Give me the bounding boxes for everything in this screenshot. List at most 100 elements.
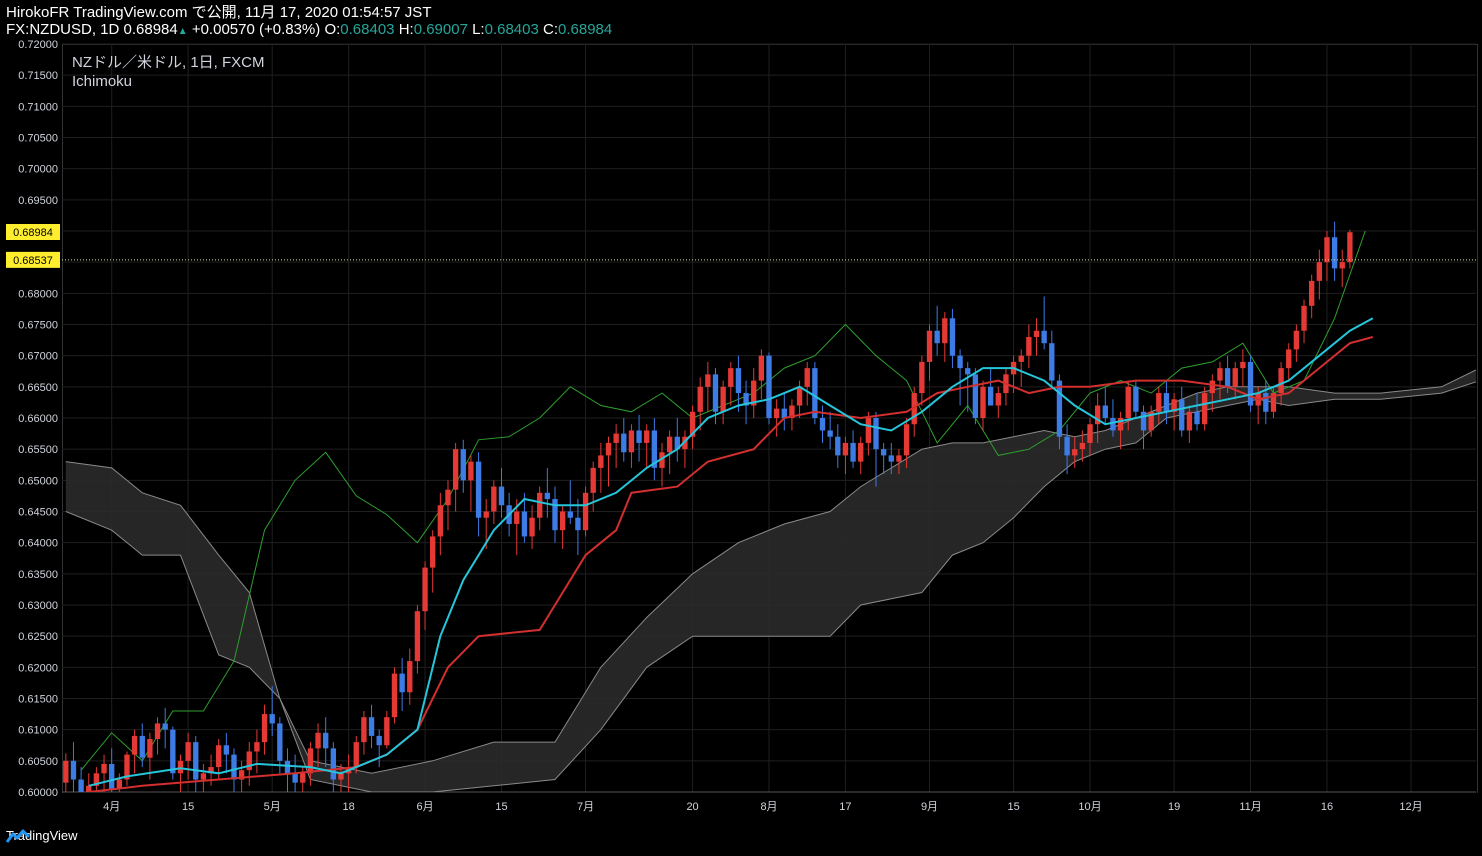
candle-body [323, 732, 329, 749]
candle-body [651, 430, 658, 468]
candle-body [575, 517, 581, 531]
candle-body [880, 449, 887, 456]
x-tick-label: 7月 [577, 801, 594, 813]
y-tick-label: 0.66500 [18, 382, 58, 394]
y-tick-label: 0.60000 [18, 787, 58, 799]
candle-body [483, 511, 489, 518]
ichimoku-cloud [65, 369, 1476, 792]
candle-body [384, 717, 390, 746]
candle-body [1316, 262, 1322, 281]
candle-body [796, 386, 803, 406]
y-tick-label: 0.62000 [18, 662, 58, 674]
candle-body [93, 773, 100, 786]
candle-body [1163, 393, 1170, 412]
candle-body [475, 461, 482, 518]
candle-body [1270, 393, 1277, 412]
price-label-box [6, 251, 60, 268]
candle-body [216, 745, 222, 768]
candle-body [1056, 380, 1063, 437]
x-tick-label: 10月 [1078, 801, 1101, 813]
symbol-title: NZドル／米ドル, 1日, FXCM [72, 54, 265, 71]
x-tick-label: 15 [182, 801, 194, 813]
candle-body [949, 318, 956, 356]
indicator-name[interactable]: Ichimoku [72, 73, 133, 90]
candle-body [1286, 349, 1292, 369]
candle-body [842, 442, 849, 456]
candle-body [430, 536, 436, 568]
candle-body [514, 511, 520, 524]
open-label: O: [324, 21, 341, 38]
candle-body [124, 754, 130, 780]
candle-body [307, 748, 314, 774]
x-tick-label: 6月 [416, 801, 433, 813]
candle-body [827, 430, 833, 437]
y-tick-label: 0.64000 [18, 538, 58, 550]
last-price: 0.68984 [123, 21, 178, 38]
candle-body [399, 673, 405, 693]
candle-body [812, 368, 818, 418]
candle-body [254, 742, 260, 752]
candle-body [919, 361, 925, 394]
x-tick-label: 20 [686, 801, 698, 813]
candle-body [330, 748, 337, 780]
candle-body [284, 760, 291, 774]
candle-body [567, 511, 573, 518]
candle-body [911, 393, 917, 425]
candle-body [231, 754, 237, 780]
candle-body [529, 517, 535, 537]
candle-body [644, 430, 650, 443]
candle-body [1125, 386, 1131, 418]
candle-body [1110, 418, 1116, 431]
candle-body [1049, 343, 1055, 381]
candle-body [414, 611, 421, 662]
y-tick-label: 0.67500 [18, 320, 58, 332]
candle-body [1278, 368, 1284, 394]
candle-body [70, 760, 77, 780]
candle-body [1263, 393, 1269, 412]
candle-body [1094, 405, 1101, 425]
candle-body [682, 436, 688, 450]
candle-body [1072, 449, 1078, 456]
candle-body [720, 386, 726, 412]
y-tick-label: 0.65500 [18, 444, 58, 456]
y-tick-label: 0.72000 [18, 39, 58, 51]
y-tick-label: 0.63500 [18, 569, 58, 581]
candle-body [1331, 237, 1338, 269]
x-tick-label: 4月 [103, 801, 120, 813]
candle-body [1179, 399, 1185, 431]
candle-body [552, 499, 558, 531]
candle-body [590, 467, 596, 493]
candle-body [544, 492, 551, 500]
candle-body [1201, 393, 1208, 425]
candle-body [1102, 405, 1108, 418]
candle-body [521, 511, 528, 537]
high-label: H: [398, 21, 414, 38]
candle-body [391, 673, 398, 718]
candle-body [292, 773, 298, 783]
chart-header: HirokoFR TradingView.com で公開, 11月 17, 20… [6, 4, 612, 40]
candle-body [1224, 368, 1231, 387]
candle-body [1018, 355, 1024, 362]
candle-body [1148, 411, 1154, 431]
y-tick-label: 0.68000 [18, 288, 58, 300]
low-value: 0.68403 [484, 21, 539, 38]
candle-body [109, 763, 115, 789]
candle-body [185, 742, 191, 761]
candle-body [1308, 280, 1315, 306]
y-tick-label: 0.64500 [18, 507, 58, 519]
x-tick-label: 15 [495, 801, 507, 813]
candle-body [131, 735, 138, 755]
x-tick-label: 12月 [1399, 801, 1422, 813]
candle-body [498, 486, 505, 506]
candle-body [162, 723, 168, 730]
candle-body [261, 714, 268, 743]
candle-body [712, 374, 719, 412]
candle-body [873, 418, 879, 450]
candle-body [1209, 380, 1215, 394]
candle-body [781, 408, 787, 418]
candle-body [789, 405, 795, 418]
x-tick-label: 9月 [921, 801, 938, 813]
candle-body [835, 436, 841, 456]
x-tick-label: 17 [839, 801, 851, 813]
